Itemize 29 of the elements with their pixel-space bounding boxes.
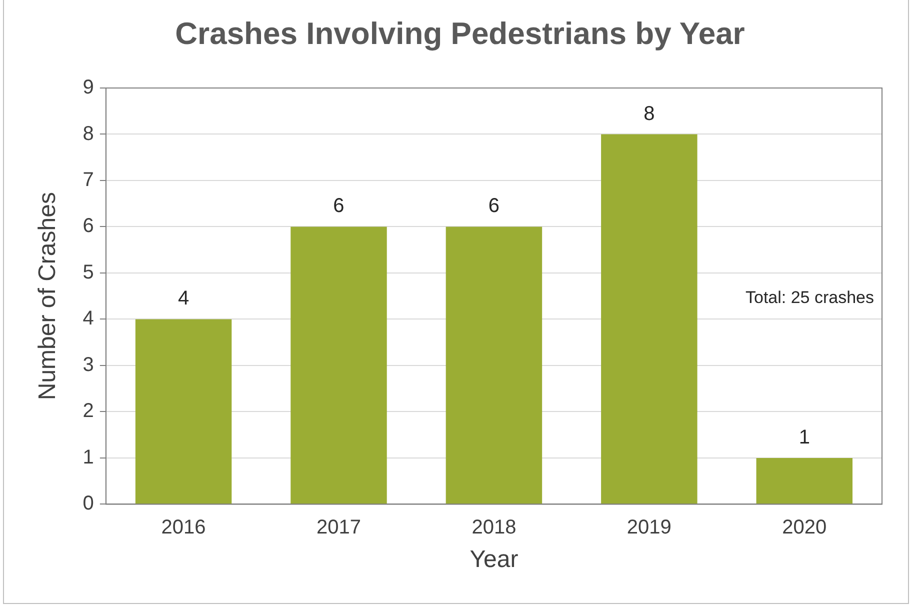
y-tick-label: 2 bbox=[82, 400, 94, 422]
bar bbox=[446, 226, 542, 504]
y-tick-label: 7 bbox=[82, 169, 94, 192]
y-tick-label: 3 bbox=[82, 354, 94, 376]
annotation: Total: 25 crashes bbox=[745, 288, 874, 307]
y-tick-label: 0 bbox=[82, 492, 94, 515]
x-axis-title: Year bbox=[470, 546, 518, 574]
bar bbox=[756, 458, 853, 504]
x-tick-label: 2018 bbox=[472, 516, 516, 539]
x-tick-label: 2020 bbox=[782, 516, 827, 539]
bar bbox=[135, 319, 232, 504]
data-label: 1 bbox=[798, 426, 810, 448]
data-label: 6 bbox=[333, 195, 344, 218]
x-tick-label: 2016 bbox=[161, 516, 206, 539]
y-tick-label: 4 bbox=[82, 308, 94, 330]
y-tick-label: 6 bbox=[82, 215, 94, 238]
y-axis-title: Number of Crashes bbox=[34, 192, 62, 400]
y-tick-label: 1 bbox=[82, 446, 94, 468]
bar bbox=[290, 226, 387, 504]
bar bbox=[601, 134, 698, 504]
x-tick-label: 2017 bbox=[316, 516, 361, 539]
data-label: 4 bbox=[178, 288, 190, 310]
x-tick-label: 2019 bbox=[626, 516, 672, 539]
y-tick-label: 5 bbox=[82, 261, 94, 284]
y-tick-label: 9 bbox=[82, 76, 94, 99]
data-label: 8 bbox=[644, 102, 655, 125]
data-label: 6 bbox=[488, 195, 500, 218]
y-tick-label: 8 bbox=[82, 122, 94, 145]
chart-title: Crashes Involving Pedestrians by Year bbox=[174, 16, 746, 52]
